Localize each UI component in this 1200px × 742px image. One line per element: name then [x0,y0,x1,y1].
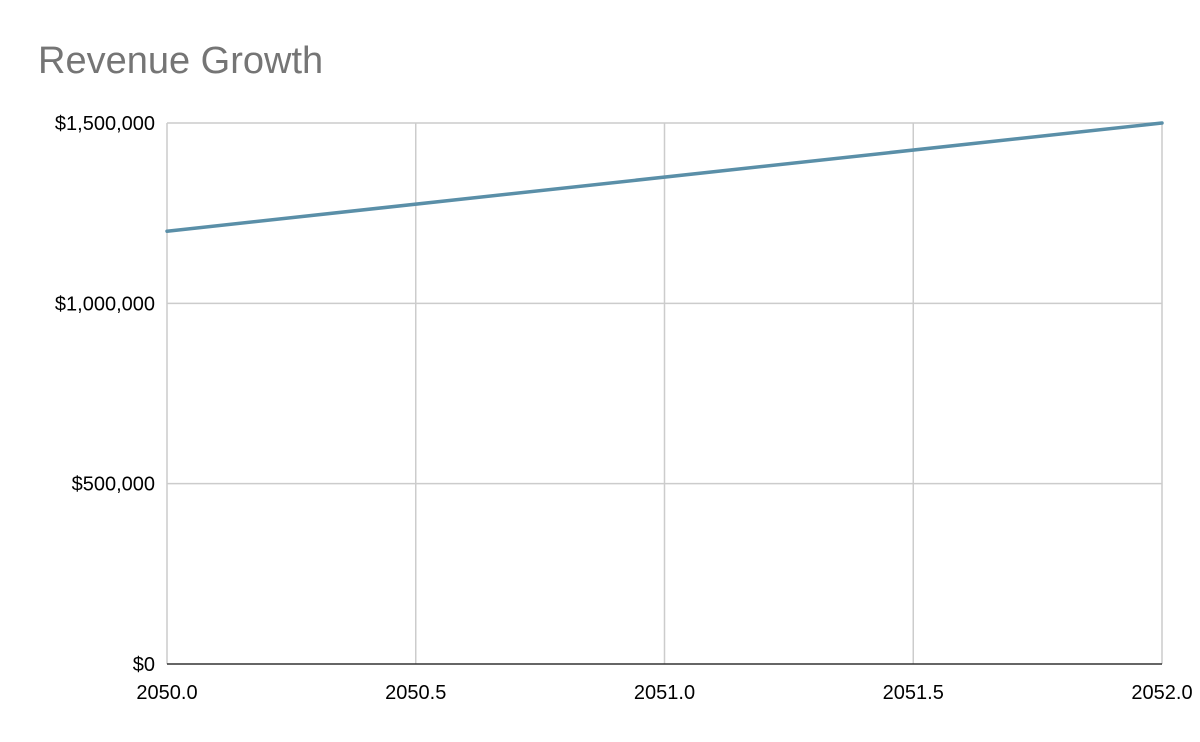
y-tick-label: $1,500,000 [55,113,155,135]
x-tick-label: 2051.0 [634,682,695,704]
y-tick-label: $500,000 [72,474,155,496]
x-tick-label: 2050.0 [136,682,197,704]
grid-lines [166,122,1163,664]
series-line [165,121,1164,233]
series-lines [165,121,1164,233]
tick-labels: 2050.0 2050.5 2051.0 2051.5 2052.0 $0 $500,000… [55,113,1193,704]
chart-title: Revenue Growth [38,40,324,82]
x-tick-label: 2050.5 [385,682,446,704]
x-tick-label: 2051.5 [883,682,944,704]
x-tick-label: 2052.0 [1131,682,1192,704]
y-tick-label: $0 [133,654,155,676]
y-tick-label: $1,000,000 [55,293,155,315]
